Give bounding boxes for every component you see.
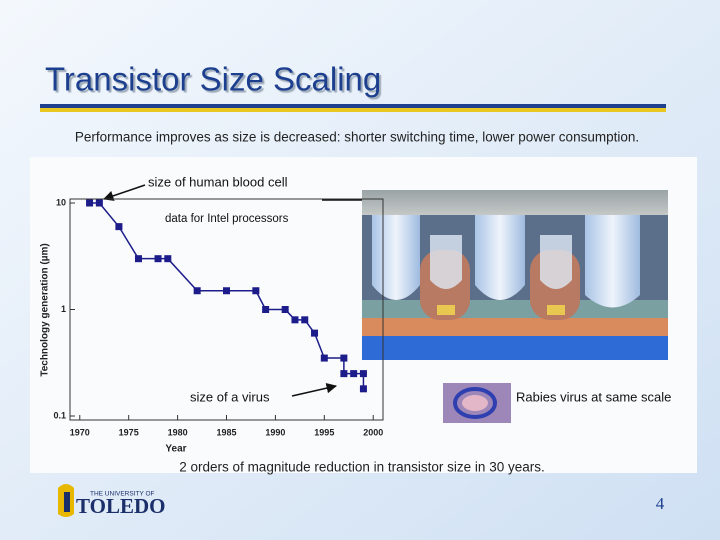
x-tick-label: 1970 [70, 427, 90, 437]
x-tick-label: 1980 [168, 427, 188, 437]
annotation-arrow [291, 382, 338, 397]
data-point [134, 255, 142, 263]
data-point [311, 329, 319, 337]
data-point [193, 287, 201, 295]
x-axis-label: Year [165, 444, 186, 455]
data-point [320, 354, 328, 362]
x-tick-label: 1995 [314, 427, 334, 437]
data-point [291, 316, 299, 324]
data-point [95, 199, 103, 207]
data-point [301, 316, 309, 324]
slide-title: Transistor Size Scaling [45, 61, 381, 98]
page-number: 4 [656, 494, 665, 513]
y-tick-label: 0.1 [53, 410, 66, 420]
x-tick-label: 2000 [363, 427, 383, 437]
y-tick-label: 10 [56, 197, 66, 207]
annotation-arrow [103, 184, 146, 201]
data-point [350, 370, 358, 378]
data-point [281, 306, 289, 313]
logo-line1: THE UNIVERSITY OF [90, 491, 155, 498]
data-point [340, 370, 348, 378]
sem-photo [362, 190, 668, 360]
data-point [164, 255, 172, 263]
y-axis-label: Technology generation (µm) [40, 243, 51, 376]
data-point [223, 287, 230, 295]
annotation: Rabies virus at same scale [516, 389, 671, 404]
logo: THE UNIVERSITY OF TOLEDO [58, 484, 165, 518]
data-point [359, 370, 367, 378]
x-tick-label: 1985 [216, 427, 236, 437]
title-rule-accent [40, 108, 666, 112]
annotation: data for Intel processors [165, 213, 289, 225]
data-point [340, 354, 348, 362]
title-rule [40, 104, 666, 108]
x-tick-label: 1975 [119, 427, 139, 437]
logo-line2: TOLEDO [76, 494, 165, 518]
chart: size of human blood cell data for Intel … [40, 174, 672, 454]
data-point [86, 199, 94, 207]
subtitle: Performance improves as size is decrease… [75, 130, 639, 145]
annotation: size of human blood cell [148, 174, 288, 189]
data-point [252, 287, 260, 295]
data-point [154, 255, 162, 263]
data-point [262, 306, 270, 313]
data-point [359, 385, 367, 393]
caption: 2 orders of magnitude reduction in trans… [179, 460, 544, 475]
y-tick-label: 1 [61, 304, 66, 314]
data-point [115, 223, 123, 231]
annotation: size of a virus [190, 389, 270, 404]
x-tick-label: 1990 [265, 427, 285, 437]
virus-image [443, 383, 511, 423]
